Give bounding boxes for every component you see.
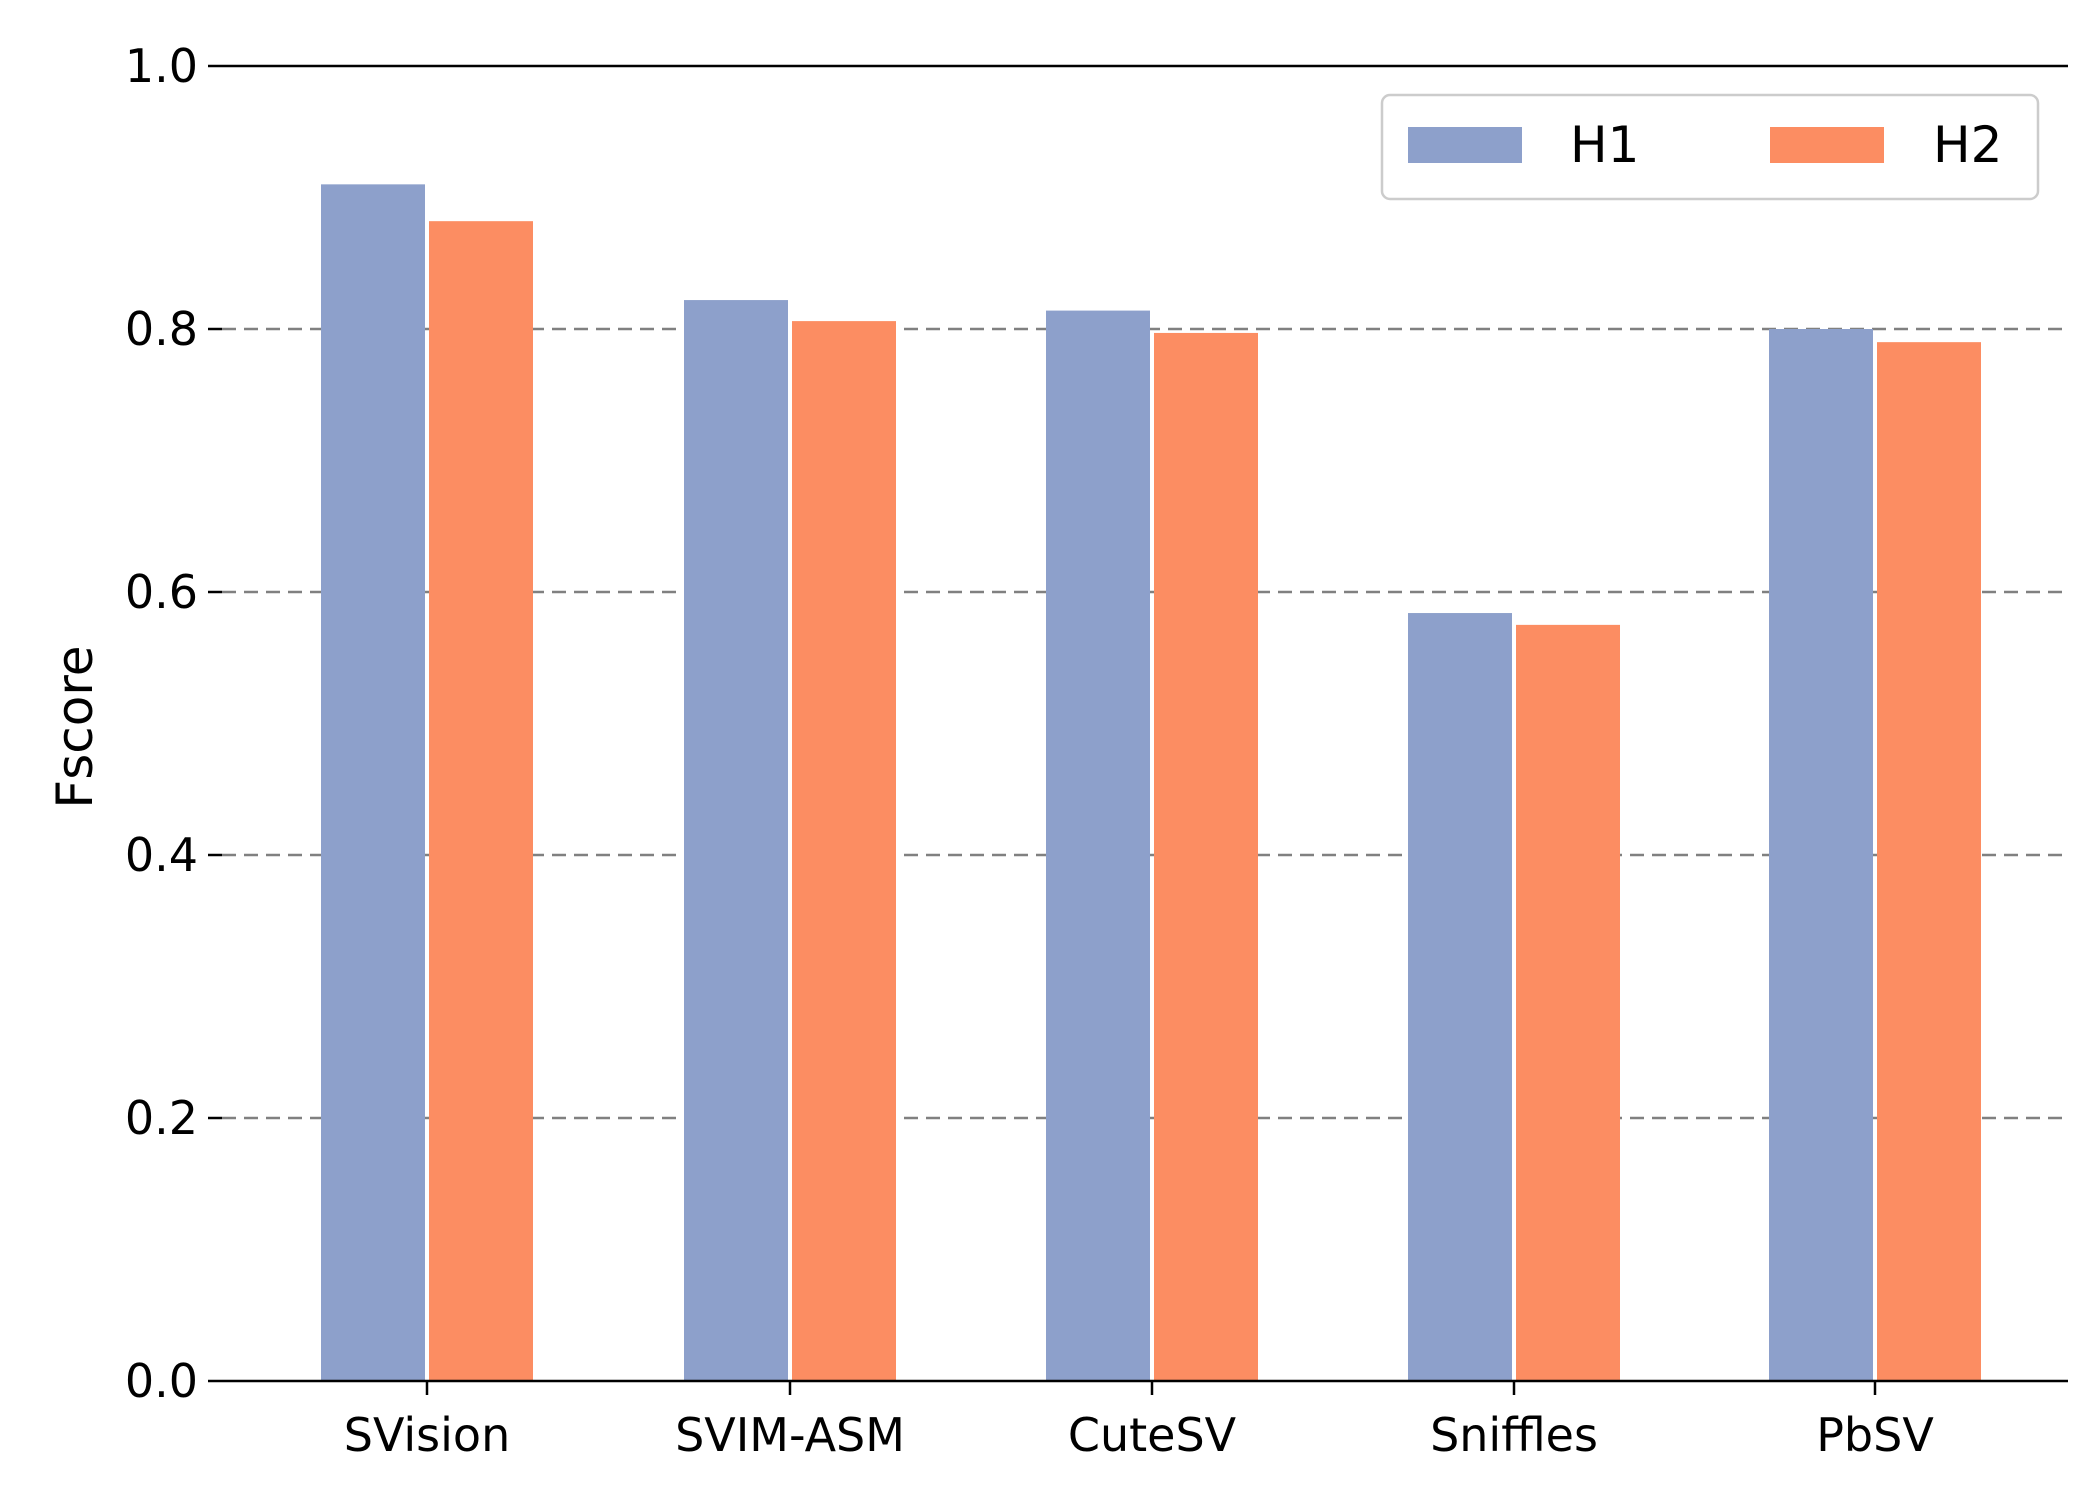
bar-h1-cutesv xyxy=(1046,310,1150,1382)
legend-label-h1: H1 xyxy=(1570,116,1639,174)
bar-h1-svim-asm xyxy=(684,300,788,1381)
x-tick-label: Sniffles xyxy=(1430,1408,1598,1462)
bar-h2-sniffles xyxy=(1516,624,1620,1381)
y-tick-label: 0.6 xyxy=(125,565,198,619)
bar-h2-cutesv xyxy=(1154,332,1258,1381)
bars xyxy=(321,184,1981,1382)
legend: H1 H2 xyxy=(1380,93,2040,201)
gridlines xyxy=(222,64,2068,1120)
x-tick-label: SVIM-ASM xyxy=(675,1408,905,1462)
y-tick-label: 0.0 xyxy=(125,1354,198,1408)
legend-label-h2: H2 xyxy=(1933,116,2002,174)
y-tick-label: 1.0 xyxy=(125,39,198,93)
bar-h1-sniffles xyxy=(1408,613,1512,1381)
x-tick-label: CuteSV xyxy=(1068,1408,1237,1462)
x-tick-label: PbSV xyxy=(1816,1408,1934,1462)
y-axis-label: Fscore xyxy=(46,645,104,808)
legend-swatch-h2 xyxy=(1770,127,1884,163)
legend-swatch-h1 xyxy=(1408,127,1522,163)
x-tick-label: SVision xyxy=(344,1408,510,1462)
y-tick-label: 0.2 xyxy=(125,1091,198,1145)
y-tick-label: 0.4 xyxy=(125,828,198,882)
bar-h2-pbsv xyxy=(1877,342,1981,1381)
bar-h2-svision xyxy=(429,221,533,1381)
bar-h2-svim-asm xyxy=(792,321,896,1381)
x-ticks: SVision SVIM-ASM CuteSV Sniffles PbSV xyxy=(344,1381,1934,1462)
legend-frame xyxy=(1380,93,2040,201)
y-tick-label: 0.8 xyxy=(125,302,198,356)
bar-h1-pbsv xyxy=(1769,329,1873,1381)
y-ticks: 0.0 0.2 0.4 0.6 0.8 1.0 xyxy=(125,39,222,1408)
bar-h1-svision xyxy=(321,184,425,1382)
